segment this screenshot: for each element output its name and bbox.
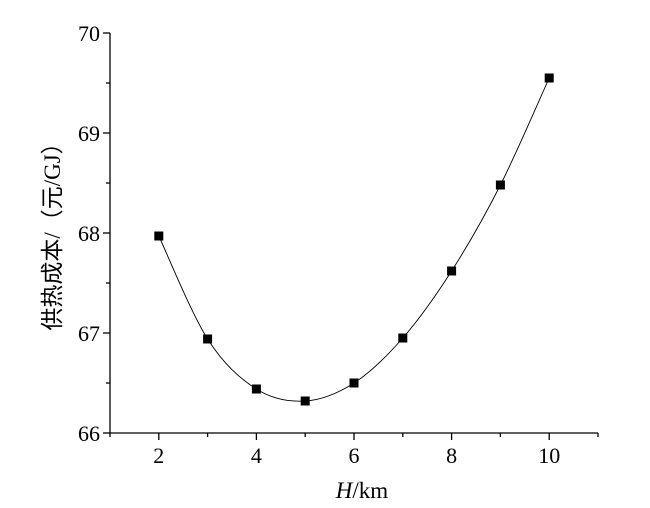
x-ticks: 2 4 6 8 10 xyxy=(109,433,599,468)
series-line xyxy=(158,77,550,402)
y-tick-label: 68 xyxy=(78,221,100,246)
data-point xyxy=(447,266,457,276)
y-tick-label: 70 xyxy=(78,21,100,46)
data-point xyxy=(495,180,505,190)
x-axis-title-var: H xyxy=(335,478,354,503)
x-axis-title: H/km xyxy=(335,478,389,503)
x-tick-label: 4 xyxy=(251,443,262,468)
x-tick-label: 2 xyxy=(153,443,164,468)
y-axis-title: 供热成本/（元/GJ） xyxy=(40,131,65,330)
y-tick-label: 66 xyxy=(78,421,100,446)
data-point xyxy=(154,231,164,241)
x-tick-label: 6 xyxy=(349,443,360,468)
axes xyxy=(109,33,598,434)
data-point xyxy=(349,378,359,388)
series xyxy=(154,73,554,406)
data-point xyxy=(203,334,213,344)
x-tick-label: 8 xyxy=(446,443,457,468)
x-axis-title-unit: /km xyxy=(352,478,388,503)
data-point xyxy=(300,396,310,406)
data-point xyxy=(398,333,408,343)
y-ticks: 66 67 68 69 70 xyxy=(78,21,110,446)
y-tick-label: 67 xyxy=(78,321,100,346)
data-point xyxy=(251,384,261,394)
data-point xyxy=(544,73,554,83)
y-tick-label: 69 xyxy=(78,121,100,146)
x-tick-label: 10 xyxy=(538,443,560,468)
